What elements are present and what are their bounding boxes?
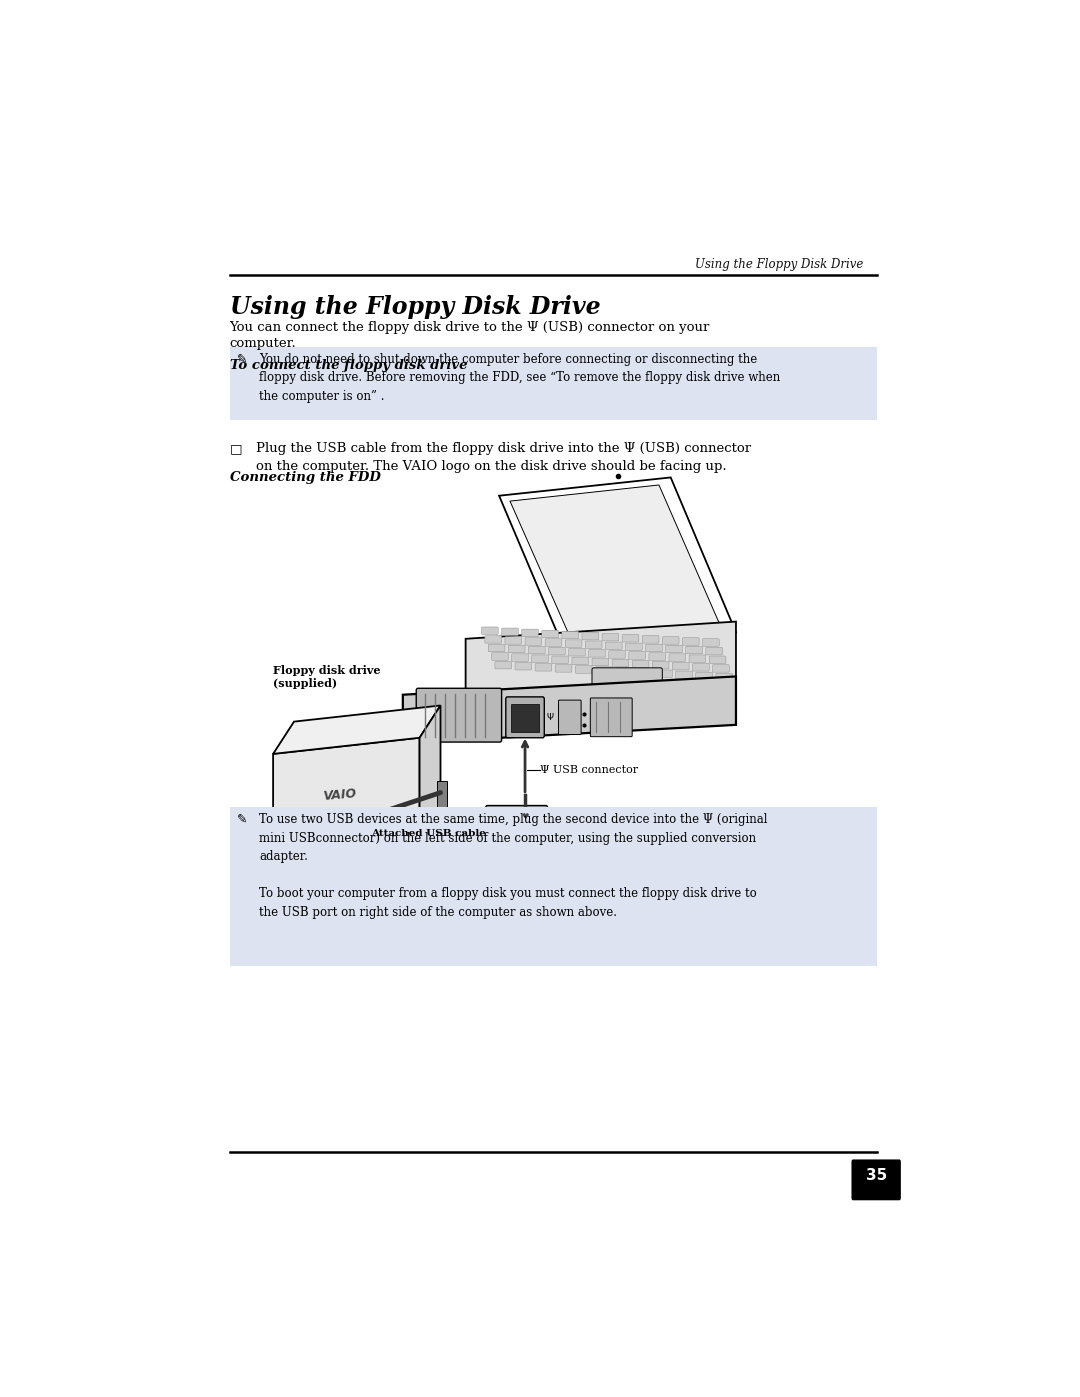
FancyBboxPatch shape [555,665,572,672]
FancyBboxPatch shape [509,645,525,652]
FancyBboxPatch shape [635,669,652,676]
FancyBboxPatch shape [592,658,609,666]
FancyBboxPatch shape [505,637,522,644]
FancyBboxPatch shape [591,698,632,736]
Polygon shape [419,705,441,830]
FancyBboxPatch shape [485,636,501,643]
FancyBboxPatch shape [706,647,723,655]
FancyBboxPatch shape [689,655,706,662]
FancyBboxPatch shape [710,657,726,664]
FancyBboxPatch shape [528,647,545,654]
FancyBboxPatch shape [629,652,646,659]
Text: Ψ USB connector: Ψ USB connector [540,766,638,775]
Text: ✎: ✎ [237,352,247,366]
FancyBboxPatch shape [851,1160,901,1200]
Text: Using the Floppy Disk Drive: Using the Floppy Disk Drive [230,295,600,319]
FancyBboxPatch shape [416,689,501,742]
FancyBboxPatch shape [545,638,562,647]
Text: Connecting the FDD: Connecting the FDD [230,471,380,483]
FancyBboxPatch shape [525,637,542,645]
Text: ♥: ♥ [522,812,529,821]
FancyBboxPatch shape [702,638,719,647]
FancyBboxPatch shape [606,643,622,650]
FancyBboxPatch shape [683,637,699,645]
Text: Floppy disk drive
(supplied): Floppy disk drive (supplied) [273,665,380,689]
Text: 35: 35 [866,1168,887,1183]
FancyBboxPatch shape [646,644,662,652]
FancyBboxPatch shape [549,647,565,655]
FancyBboxPatch shape [576,666,592,673]
Text: ✎: ✎ [237,813,247,826]
Polygon shape [465,622,735,698]
FancyBboxPatch shape [602,633,619,641]
FancyBboxPatch shape [486,806,548,827]
FancyBboxPatch shape [482,627,498,634]
FancyBboxPatch shape [692,664,710,671]
FancyBboxPatch shape [542,630,558,637]
FancyBboxPatch shape [589,650,606,657]
FancyBboxPatch shape [612,659,629,666]
FancyBboxPatch shape [665,645,683,652]
FancyBboxPatch shape [505,697,544,738]
FancyBboxPatch shape [713,665,729,672]
FancyBboxPatch shape [522,629,539,637]
FancyBboxPatch shape [397,817,408,838]
FancyBboxPatch shape [515,662,531,671]
FancyBboxPatch shape [437,781,447,806]
Text: □: □ [230,441,242,455]
Polygon shape [273,738,419,845]
FancyBboxPatch shape [491,652,509,661]
Text: VAIO: VAIO [322,787,356,803]
Text: To connect the floppy disk drive: To connect the floppy disk drive [230,359,467,372]
FancyBboxPatch shape [535,664,552,671]
Text: To use two USB devices at the same time, plug the second device into the Ψ (orig: To use two USB devices at the same time,… [259,813,768,919]
FancyBboxPatch shape [512,654,528,661]
Text: You do not need to shut down the computer before connecting or disconnecting the: You do not need to shut down the compute… [259,352,780,402]
FancyBboxPatch shape [568,648,585,657]
FancyBboxPatch shape [595,666,612,675]
FancyBboxPatch shape [716,673,732,680]
FancyBboxPatch shape [609,651,625,658]
FancyBboxPatch shape [643,636,659,643]
FancyBboxPatch shape [625,643,643,651]
FancyBboxPatch shape [622,634,639,643]
FancyBboxPatch shape [501,629,518,636]
FancyBboxPatch shape [289,827,400,838]
FancyBboxPatch shape [592,668,662,694]
FancyBboxPatch shape [558,700,581,735]
FancyBboxPatch shape [649,652,665,661]
FancyBboxPatch shape [488,644,505,652]
Text: Ψ: Ψ [546,712,554,722]
FancyBboxPatch shape [565,640,582,647]
FancyBboxPatch shape [531,655,549,662]
FancyBboxPatch shape [696,672,713,680]
Polygon shape [499,478,735,651]
FancyBboxPatch shape [669,654,686,661]
Polygon shape [510,485,721,643]
Polygon shape [273,705,441,754]
FancyBboxPatch shape [616,668,632,675]
FancyBboxPatch shape [662,637,679,644]
Text: You can connect the floppy disk drive to the Ψ (USB) connector on your: You can connect the floppy disk drive to… [230,321,710,334]
FancyBboxPatch shape [676,671,692,679]
FancyBboxPatch shape [572,657,589,665]
FancyBboxPatch shape [582,633,598,640]
FancyBboxPatch shape [686,647,702,654]
FancyBboxPatch shape [495,661,512,669]
FancyBboxPatch shape [585,641,602,648]
Text: Attached USB cable: Attached USB cable [370,830,486,838]
FancyBboxPatch shape [652,661,669,669]
Text: computer.: computer. [230,337,296,349]
FancyBboxPatch shape [562,631,579,638]
FancyBboxPatch shape [230,806,877,965]
FancyBboxPatch shape [673,662,689,671]
FancyBboxPatch shape [230,348,877,420]
Text: Plug the USB cable from the floppy disk drive into the Ψ (USB) connector
on the : Plug the USB cable from the floppy disk … [256,441,752,474]
FancyBboxPatch shape [632,661,649,668]
FancyBboxPatch shape [656,671,673,678]
FancyBboxPatch shape [552,657,568,664]
FancyBboxPatch shape [511,704,539,732]
Polygon shape [403,676,735,743]
Text: Using the Floppy Disk Drive: Using the Floppy Disk Drive [694,258,863,271]
